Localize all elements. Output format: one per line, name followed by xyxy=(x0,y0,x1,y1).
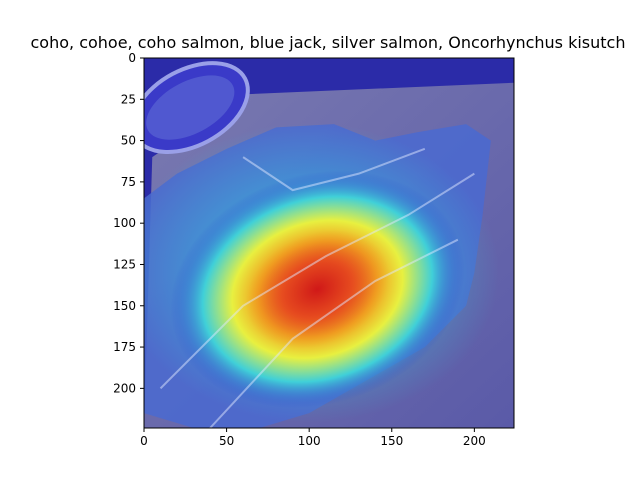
fillet-edges xyxy=(159,147,475,428)
x-tick-label: 200 xyxy=(463,434,486,448)
y-tick-label: 0 xyxy=(128,51,136,65)
y-tick-label: 25 xyxy=(121,92,136,106)
x-tick-label: 50 xyxy=(219,434,234,448)
y-tick-label: 175 xyxy=(113,340,136,354)
plot-title: coho, cohoe, coho salmon, blue jack, sil… xyxy=(31,33,626,52)
heat-core-region xyxy=(245,230,390,349)
x-axis-ticks: 0 50 100 150 200 xyxy=(140,428,486,448)
x-tick-label: 150 xyxy=(380,434,403,448)
bowl-inner xyxy=(146,75,235,140)
y-tick-label: 150 xyxy=(113,299,136,313)
axes-frame xyxy=(143,57,515,429)
y-tick-label: 50 xyxy=(121,134,136,148)
y-tick-label: 75 xyxy=(121,175,136,189)
y-tick-label: 125 xyxy=(113,257,136,271)
y-tick-label: 100 xyxy=(113,216,136,230)
x-tick-label: 100 xyxy=(298,434,321,448)
y-tick-label: 200 xyxy=(113,381,136,395)
x-tick-label: 0 xyxy=(140,434,148,448)
heatmap-image xyxy=(144,58,514,428)
y-axis-ticks: 0 25 50 75 100 125 150 175 200 xyxy=(113,51,144,395)
